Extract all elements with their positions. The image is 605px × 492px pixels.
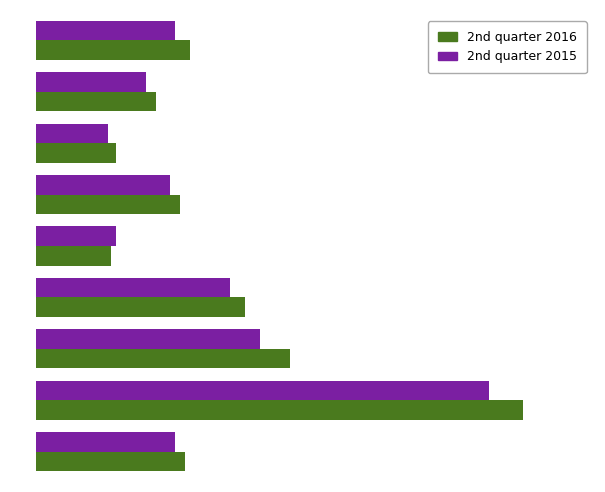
Bar — [36, 400, 523, 420]
Bar — [36, 92, 155, 111]
Bar — [36, 432, 175, 452]
Bar — [36, 226, 116, 246]
Bar — [36, 246, 111, 266]
Bar — [36, 381, 488, 400]
Bar — [36, 123, 108, 143]
Bar — [36, 278, 230, 297]
Bar — [36, 72, 146, 92]
Bar — [36, 452, 185, 471]
Bar — [36, 329, 260, 349]
Bar — [36, 175, 171, 195]
Bar — [36, 40, 191, 60]
Bar — [36, 349, 290, 369]
Bar — [36, 21, 175, 40]
Bar — [36, 195, 180, 214]
Bar — [36, 297, 245, 317]
Bar — [36, 143, 116, 163]
Legend: 2nd quarter 2016, 2nd quarter 2015: 2nd quarter 2016, 2nd quarter 2015 — [428, 21, 587, 73]
